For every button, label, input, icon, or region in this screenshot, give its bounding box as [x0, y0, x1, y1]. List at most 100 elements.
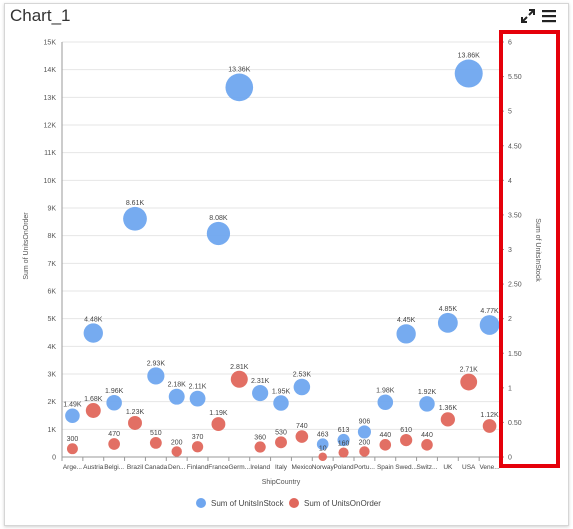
- bubble-units-in-stock[interactable]: [419, 396, 435, 412]
- bubble-units-in-stock[interactable]: [293, 378, 311, 396]
- expand-icon[interactable]: [520, 8, 536, 24]
- legend-item-units-in-stock[interactable]: Sum of UnitsInStock: [196, 498, 284, 508]
- bubble-units-in-stock[interactable]: [273, 395, 289, 411]
- legend-label-units-on-order: Sum of UnitsOnOrder: [304, 499, 381, 508]
- y2-tick-label: 1.50: [508, 351, 522, 358]
- data-label-units-in-stock: 463: [317, 431, 329, 438]
- bubble-units-in-stock[interactable]: [337, 433, 350, 447]
- bubble-units-in-stock[interactable]: [168, 388, 185, 405]
- y-tick-label: 5K: [47, 316, 56, 323]
- bubble-units-on-order[interactable]: [230, 370, 248, 388]
- bubble-units-on-order[interactable]: [400, 434, 413, 447]
- y-tick-label: 0: [52, 455, 56, 462]
- data-label-units-on-order: 300: [67, 436, 79, 443]
- bubble-units-on-order[interactable]: [171, 446, 182, 457]
- chart-title: Chart_1: [10, 6, 71, 25]
- y-tick-label: 8K: [47, 233, 56, 240]
- bubble-units-in-stock[interactable]: [316, 438, 329, 451]
- y2-axis-ticks: 0 0.50 1 1.50 2 2.50 3 3.50 4 4.50 5 5.50 6: [500, 40, 522, 462]
- y2-tick-label: 6: [508, 40, 512, 47]
- bubble-units-on-order[interactable]: [275, 436, 287, 449]
- bubble-units-in-stock[interactable]: [479, 315, 500, 335]
- x-tick-label: Mexico: [292, 464, 313, 471]
- bubble-units-on-order[interactable]: [108, 438, 120, 450]
- bubble-units-on-order[interactable]: [66, 443, 78, 455]
- y-tick-label: 14K: [44, 67, 57, 74]
- bubble-units-on-order[interactable]: [128, 415, 142, 430]
- data-label-units-on-order: 2.81K: [230, 364, 249, 371]
- y-tick-label: 11K: [44, 150, 56, 157]
- y-tick-label: 6K: [47, 289, 56, 296]
- data-label-units-on-order: 2.71K: [460, 367, 479, 374]
- data-label-units-in-stock: 1.96K: [105, 388, 124, 395]
- bubble-units-in-stock[interactable]: [225, 73, 254, 102]
- y2-tick-label: 0.50: [508, 420, 522, 427]
- x-axis-title: ShipCountry: [262, 479, 301, 486]
- bubble-units-in-stock[interactable]: [396, 324, 416, 344]
- bubble-units-on-order[interactable]: [295, 430, 309, 443]
- bubble-units-on-order[interactable]: [338, 447, 349, 458]
- bubble-units-on-order[interactable]: [379, 439, 392, 451]
- bubble-units-in-stock[interactable]: [437, 312, 458, 333]
- bubble-units-in-stock[interactable]: [147, 367, 165, 385]
- x-tick-label: Spain: [377, 464, 394, 471]
- y2-tick-label: 1: [508, 385, 512, 392]
- y-tick-label: 12K: [44, 123, 57, 130]
- y2-tick-label: 5.50: [508, 74, 522, 81]
- legend-marker-units-in-stock: [196, 498, 206, 508]
- x-tick-label: Austria: [83, 464, 104, 471]
- bubble-units-in-stock[interactable]: [189, 390, 206, 407]
- bubble-units-on-order[interactable]: [149, 436, 162, 449]
- bubble-units-in-stock[interactable]: [206, 221, 231, 246]
- bubble-units-on-order[interactable]: [254, 441, 266, 453]
- bubble-units-in-stock[interactable]: [454, 59, 483, 88]
- x-tick-label: Den...: [168, 464, 186, 471]
- bubble-units-in-stock[interactable]: [83, 323, 103, 343]
- x-tick-label: Brazil: [127, 464, 144, 471]
- bubble-units-on-order[interactable]: [211, 417, 226, 432]
- data-label-units-in-stock: 2.93K: [147, 360, 166, 367]
- bubble-units-on-order[interactable]: [440, 412, 455, 427]
- hamburger-menu-icon[interactable]: [541, 8, 557, 24]
- data-label-units-in-stock: 4.85K: [439, 306, 458, 313]
- bubble-units-in-stock[interactable]: [65, 408, 80, 424]
- y2-tick-label: 5: [508, 109, 512, 116]
- data-label-units-on-order: 440: [379, 432, 391, 439]
- data-label-units-on-order: 510: [150, 430, 162, 437]
- bubble-units-on-order[interactable]: [482, 419, 497, 433]
- bubble-units-on-order[interactable]: [359, 446, 370, 457]
- data-label-units-on-order: 1.68K: [84, 396, 103, 403]
- bubble-units-on-order[interactable]: [191, 441, 204, 453]
- legend-item-units-on-order[interactable]: Sum of UnitsOnOrder: [289, 498, 381, 508]
- data-label-units-in-stock: 906: [359, 418, 371, 425]
- data-label-units-in-stock: 13.86K: [458, 53, 481, 60]
- data-label-units-on-order: 1.36K: [439, 405, 458, 412]
- data-label-units-in-stock: 4.48K: [84, 316, 103, 323]
- data-label-units-in-stock: 1.49K: [63, 401, 82, 408]
- x-tick-label: Ireland: [250, 464, 270, 471]
- bubble-units-in-stock[interactable]: [252, 385, 269, 402]
- bubble-units-in-stock[interactable]: [377, 394, 394, 410]
- data-label-units-on-order: 200: [171, 439, 183, 446]
- data-label-units-on-order: 160: [338, 440, 350, 447]
- x-tick-label: Vene...: [479, 464, 499, 471]
- data-label-units-on-order: 1.12K: [480, 412, 499, 419]
- bubble-units-on-order[interactable]: [318, 452, 327, 461]
- y2-tick-label: 3.50: [508, 212, 522, 219]
- legend-marker-units-on-order: [289, 498, 299, 508]
- bubble-units-on-order[interactable]: [421, 439, 433, 451]
- data-label-units-in-stock: 613: [338, 427, 350, 434]
- bubble-units-in-stock[interactable]: [357, 425, 371, 439]
- y-tick-label: 13K: [44, 95, 57, 102]
- data-label-units-on-order: 1.19K: [209, 410, 228, 417]
- y-tick-label: 3K: [47, 372, 56, 379]
- bubble-units-in-stock[interactable]: [106, 395, 122, 411]
- bubble-units-on-order[interactable]: [85, 403, 101, 419]
- bubble-units-in-stock[interactable]: [123, 206, 147, 231]
- x-tick-label: UK: [443, 464, 453, 471]
- data-label-units-on-order: 470: [108, 431, 120, 438]
- y2-tick-label: 2: [508, 316, 512, 323]
- y-axis-title: Sum of UnitsOnOrder: [23, 212, 30, 280]
- bubble-units-on-order[interactable]: [460, 373, 478, 391]
